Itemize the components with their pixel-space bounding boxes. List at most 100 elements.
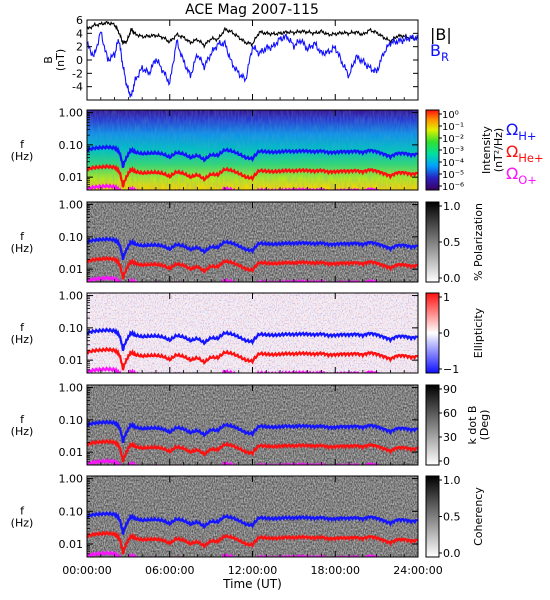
coherency-ylabel-line-1: (Hz) — [11, 517, 34, 530]
k-dot-b-ylabel: f(Hz) — [11, 413, 34, 438]
ellipticity-colorbar-title-line-0: Ellipticity — [472, 307, 485, 358]
intensity-ylabel-line-0: f — [20, 138, 25, 151]
intensity-colorbar-label-3: 10⁻³ — [442, 146, 464, 157]
polarization-colorbar-label-0: 1.0 — [443, 200, 461, 213]
k-dot-b-colorbar-title-line-0: k dot B — [466, 406, 479, 445]
intensity-gyro-h-plus-line — [87, 144, 418, 169]
intensity-ylabel-line-1: (Hz) — [11, 150, 34, 163]
intensity-ytick-label-2: 0.01 — [59, 171, 84, 184]
panel-intensity: 1.00 0.10 0.01 f(Hz) 10⁰10⁻¹10⁻²10⁻³10⁻⁴10⁻⁵… — [11, 107, 544, 193]
k-dot-b-colorbar-label-1: 60 — [443, 407, 457, 420]
coherency-colorbar-title: Coherency — [472, 487, 485, 546]
k-dot-b-colorbar — [425, 384, 440, 466]
legend-b-magnitude: |B| — [430, 25, 452, 44]
ellipticity-colorbar-label-0: 1 — [443, 291, 450, 304]
k-dot-b-colorbar-label-2: 30 — [443, 431, 457, 444]
k-dot-b-gyro-h-plus-line — [87, 419, 418, 444]
ellipticity-colorbar-label-2: −1 — [443, 363, 459, 376]
coherency-ylabel: f(Hz) — [11, 505, 34, 530]
polarization-ytick-label-0: 1.00 — [59, 199, 84, 212]
series-b-r-line — [87, 31, 418, 98]
mag-ytick-label-1: 4 — [76, 27, 83, 40]
coherency-ytick-label-0: 1.00 — [59, 473, 84, 486]
k-dot-b-gyro-o-plus-line — [87, 458, 380, 465]
polarization-colorbar-label-2: 0.0 — [443, 272, 461, 285]
intensity-colorbar-title-line-1: (nT²/Hz) — [492, 128, 505, 172]
coherency-colorbar-title-line-0: Coherency — [472, 487, 485, 546]
intensity-gyro-he-plus-line — [87, 163, 418, 188]
intensity-ylabel: f(Hz) — [11, 138, 34, 163]
polarization-gyro-o-plus-line — [87, 275, 380, 282]
xtick-label-4: 24:00:00 — [393, 564, 442, 577]
coherency-colorbar-label-1: 0.5 — [443, 511, 461, 524]
ellipticity-colorbar — [425, 292, 440, 374]
panel-coherency: 1.00 0.10 0.01 f(Hz) 1.0 0.5 0.0 Coherency 00:00… — [11, 473, 485, 591]
intensity-ytick-label-1: 0.10 — [59, 139, 84, 152]
mag-ytick-label-3: 0 — [76, 54, 83, 67]
ellipticity-ytick-label-1: 0.10 — [59, 322, 84, 335]
coherency-gyro-h-plus-line — [87, 510, 418, 535]
k-dot-b-plot-area — [87, 385, 418, 465]
panel-k-dot-b: 1.00 0.10 0.01 f(Hz) 90 60 30 0 k dot B (Deg) — [11, 382, 491, 468]
xtick-label-2: 12:00:00 — [228, 564, 277, 577]
ellipticity-plot-area — [87, 293, 418, 373]
gyro-legend-he-plus: ΩHe+ — [506, 142, 544, 165]
intensity-colorbar-label-2: 10⁻² — [442, 134, 464, 145]
mag-ylabel-line-0: B — [42, 56, 55, 64]
polarization-colorbar-label-1: 0.5 — [443, 236, 461, 249]
coherency-gyro-o-plus-line — [87, 550, 380, 557]
intensity-colorbar-label-0: 10⁰ — [442, 110, 459, 121]
magnetic-field-plot-area — [87, 20, 418, 100]
intensity-colorbar-label-6: 10⁻⁶ — [442, 182, 464, 193]
xtick-label-0: 00:00:00 — [62, 564, 111, 577]
mag-ytick-label-4: -2 — [72, 67, 83, 80]
polarization-ylabel-line-0: f — [20, 230, 25, 243]
x-axis-label: Time (UT) — [222, 577, 282, 591]
k-dot-b-ytick-label-1: 0.10 — [59, 414, 84, 427]
intensity-gyro-o-plus-line — [87, 183, 380, 190]
k-dot-b-ytick-label-2: 0.01 — [59, 446, 84, 459]
ellipticity-gyro-o-plus-line — [87, 366, 380, 373]
xtick-label-1: 06:00:00 — [145, 564, 194, 577]
xtick-label-3: 18:00:00 — [311, 564, 360, 577]
mag-ytick-label-0: 6 — [76, 14, 83, 27]
intensity-frame — [86, 109, 419, 191]
polarization-ytick-label-2: 0.01 — [59, 263, 84, 276]
polarization-colorbar — [425, 201, 440, 283]
k-dot-b-gyro-he-plus-line — [87, 438, 418, 463]
figure-title: ACE Mag 2007-115 — [185, 2, 319, 18]
intensity-ytick-label-0: 1.00 — [59, 107, 84, 120]
polarization-frame — [86, 201, 419, 283]
ellipticity-ylabel: f(Hz) — [11, 321, 34, 346]
intensity-colorbar-title-line-0: Intensity — [480, 126, 493, 174]
polarization-colorbar-title-line-0: % Polarization — [472, 203, 485, 281]
k-dot-b-ylabel-line-1: (Hz) — [11, 425, 34, 438]
polarization-ylabel: f(Hz) — [11, 230, 34, 255]
gyro-legend-h-plus: ΩH+ — [506, 120, 537, 143]
intensity-plot-area — [87, 110, 418, 190]
k-dot-b-frame — [86, 384, 419, 466]
coherency-ytick-label-2: 0.01 — [59, 538, 84, 551]
ellipticity-colorbar-label-1: 0 — [443, 327, 450, 340]
mag-ytick-label-5: -4 — [72, 81, 83, 94]
coherency-ytick-label-1: 0.10 — [59, 505, 84, 518]
k-dot-b-ytick-label-0: 1.00 — [59, 382, 84, 395]
mag-plot-background — [87, 20, 418, 100]
polarization-ylabel-line-1: (Hz) — [11, 242, 34, 255]
coherency-frame — [86, 475, 419, 558]
ellipticity-colorbar-title: Ellipticity — [472, 307, 485, 358]
polarization-plot-area — [87, 202, 418, 282]
mag-ylabel: B (nT) — [42, 49, 67, 71]
k-dot-b-colorbar-label-0: 90 — [443, 383, 457, 396]
k-dot-b-colorbar-label-3: 0 — [443, 455, 450, 468]
ellipticity-ytick-label-0: 1.00 — [59, 290, 84, 303]
intensity-colorbar-label-1: 10⁻¹ — [442, 122, 464, 133]
legend-b-r: BR — [430, 41, 449, 64]
series-b-magnitude-line — [87, 20, 418, 49]
ellipticity-frame — [86, 292, 419, 374]
coherency-gyro-he-plus-line — [87, 530, 418, 555]
coherency-ylabel-line-0: f — [20, 505, 25, 518]
panel-polarization: 1.00 0.10 0.01 f(Hz) 1.0 0.5 0.0 % Polarization — [11, 199, 485, 285]
